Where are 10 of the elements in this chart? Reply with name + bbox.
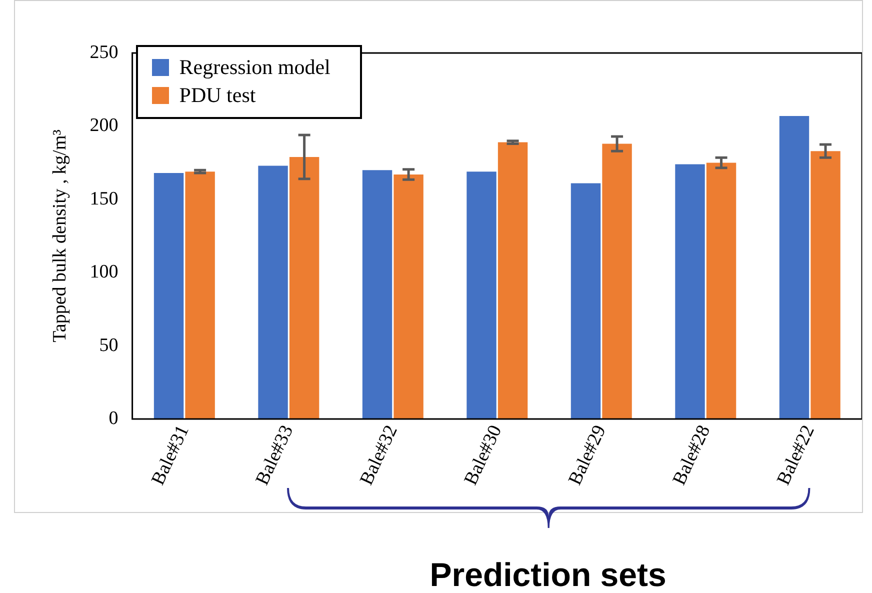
y-tick-label: 250 <box>90 42 118 63</box>
y-axis-title: Tapped bulk density , kg/m³ <box>49 129 70 342</box>
y-tick-label: 150 <box>90 188 118 210</box>
y-tick-label: 0 <box>108 408 118 429</box>
legend-label: Regression model <box>179 54 330 81</box>
y-tick-label: 50 <box>99 334 118 356</box>
y-tick-label: 200 <box>90 115 118 136</box>
y-tick-label: 100 <box>90 262 118 283</box>
text: Prediction sets <box>430 556 666 593</box>
legend-label: PDU test <box>179 82 256 109</box>
